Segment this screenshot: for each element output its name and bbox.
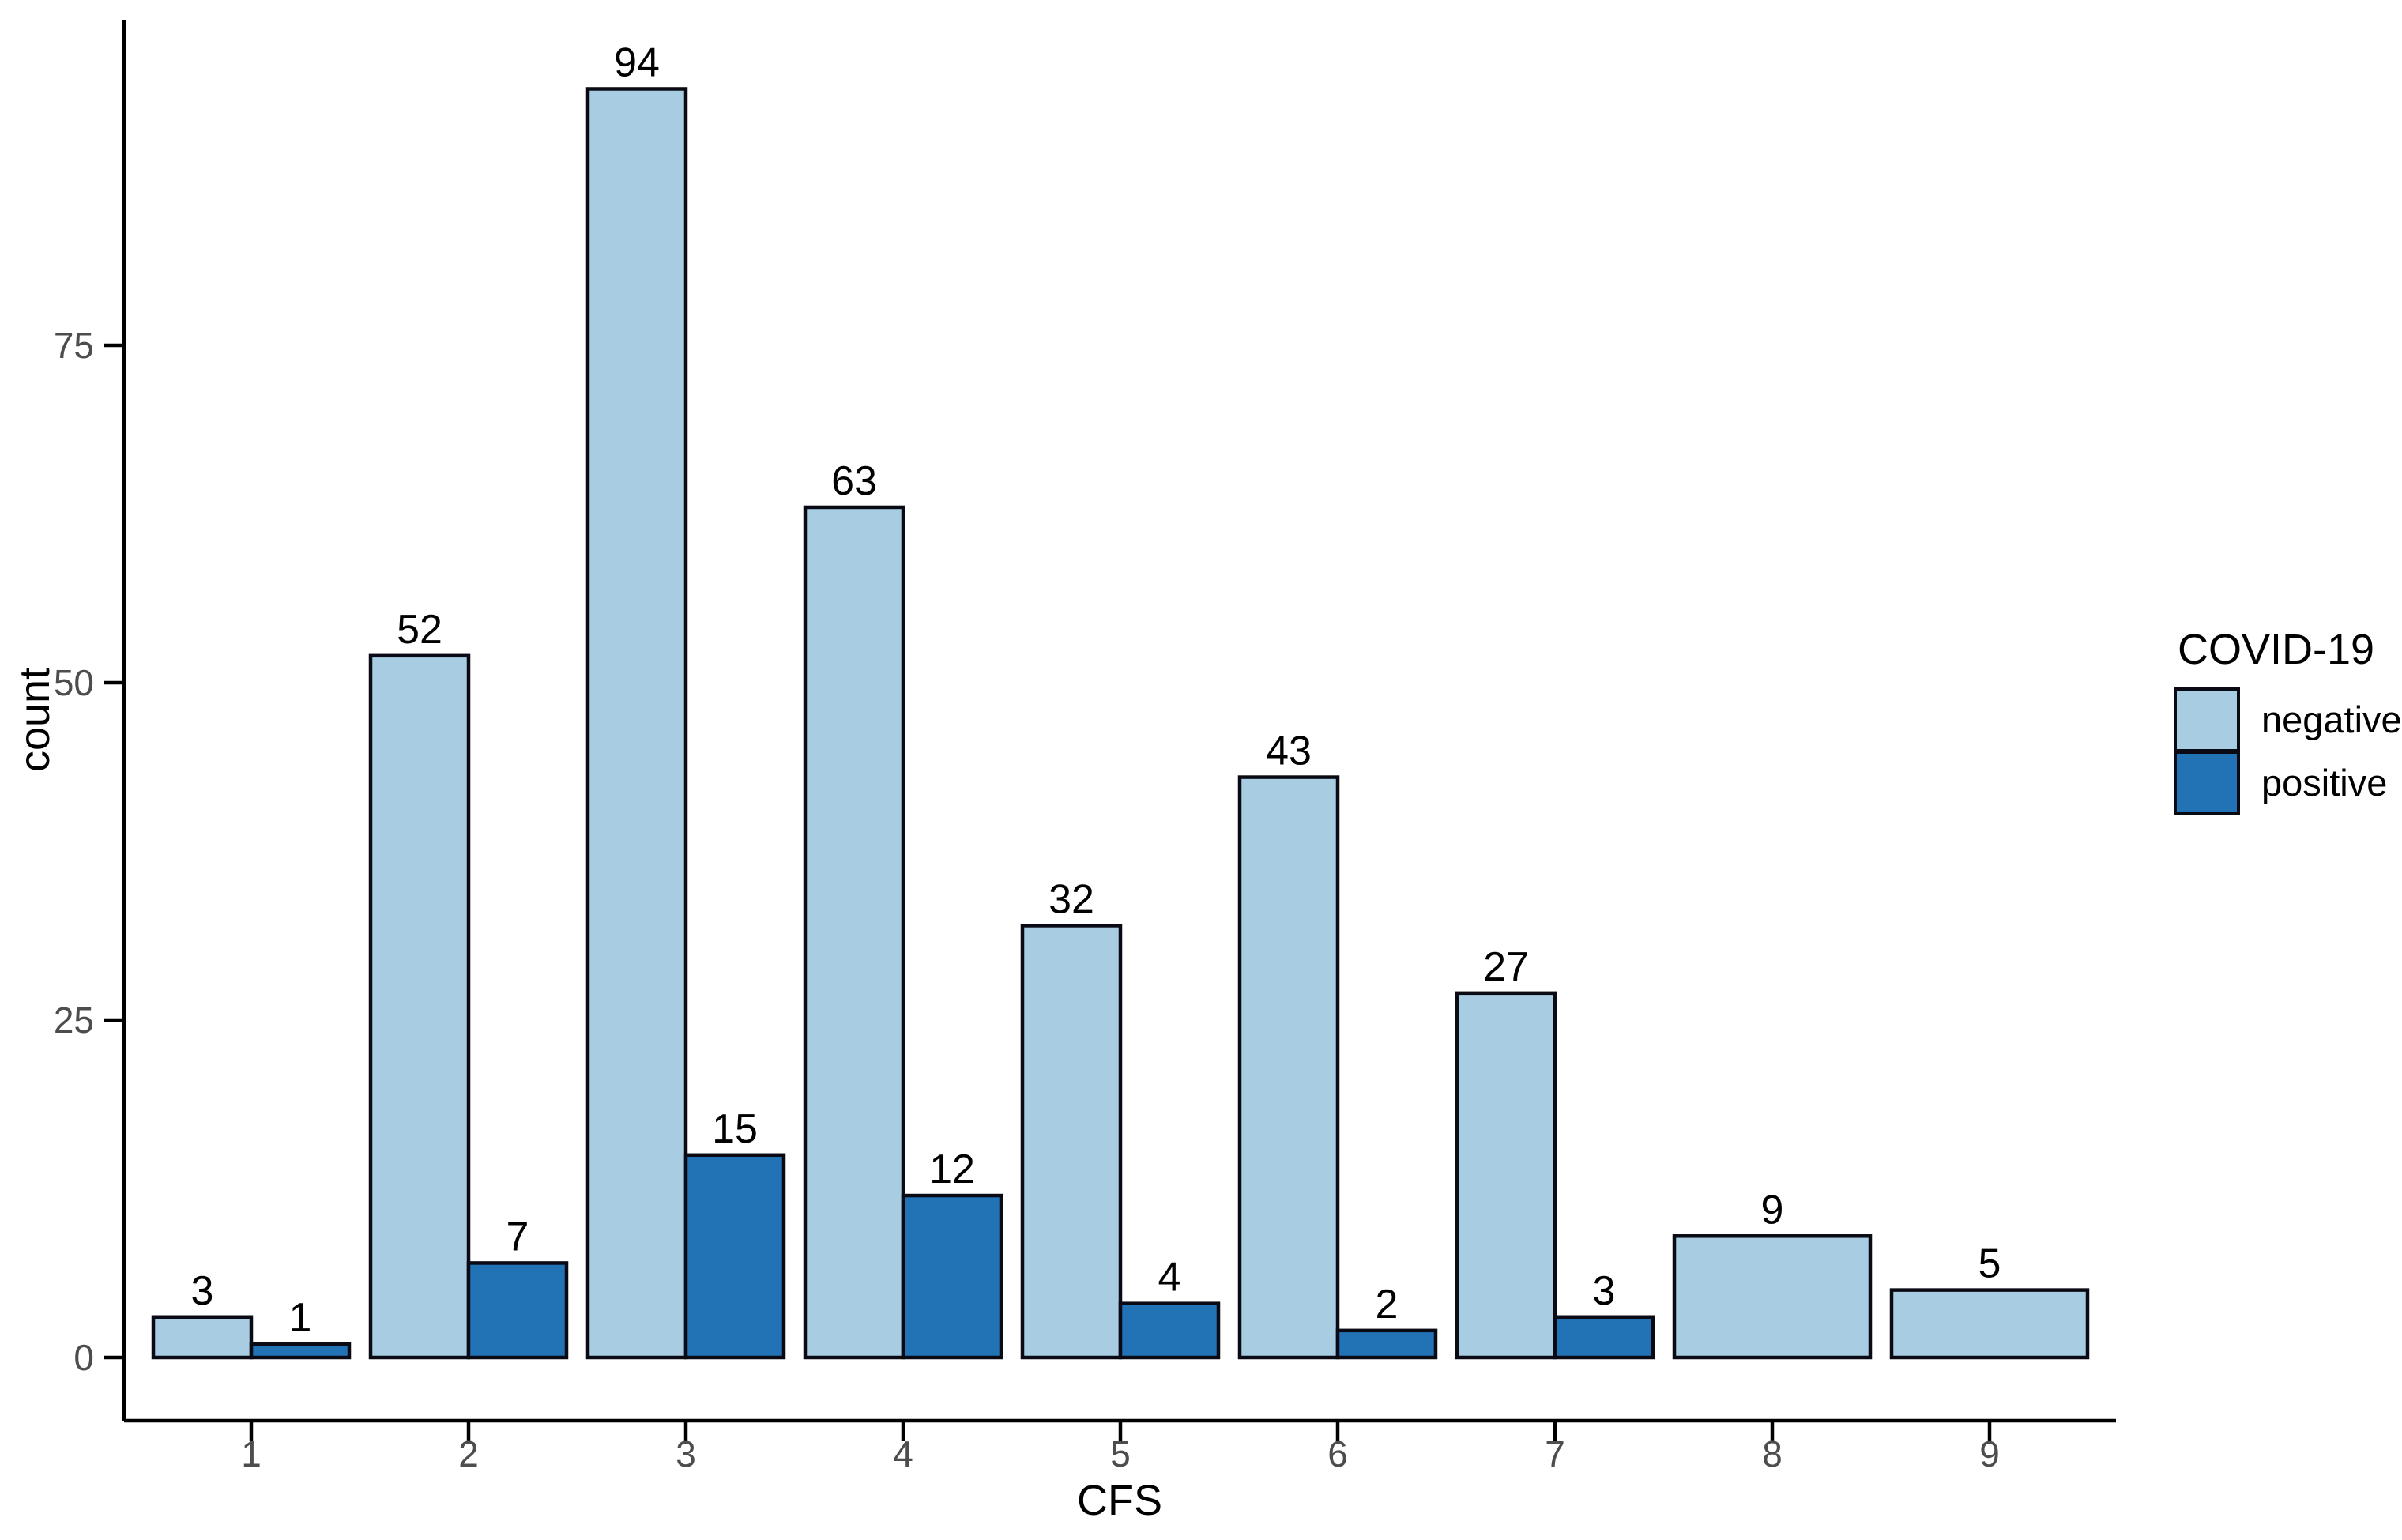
bar-negative-cfs-6 bbox=[1237, 775, 1340, 1360]
y-tick-label: 0 bbox=[73, 1337, 94, 1378]
bar-value-label-negative-cfs-4: 63 bbox=[831, 458, 877, 504]
y-tick-label: 25 bbox=[54, 1000, 94, 1041]
x-tick-label: 5 bbox=[1110, 1433, 1131, 1474]
legend-title: COVID-19 bbox=[2178, 626, 2374, 673]
y-tick-label: 50 bbox=[54, 662, 94, 703]
bar-value-label-positive-cfs-1: 1 bbox=[289, 1295, 312, 1341]
x-tick-label: 2 bbox=[458, 1433, 479, 1474]
bar-value-label-negative-cfs-3: 94 bbox=[614, 40, 660, 85]
bar-value-label-negative-cfs-1: 3 bbox=[191, 1268, 214, 1314]
bar-positive-cfs-1 bbox=[249, 1342, 352, 1360]
bar-positive-cfs-6 bbox=[1335, 1328, 1438, 1360]
legend-label-negative: negative bbox=[2261, 698, 2402, 740]
bar-value-label-positive-cfs-7: 3 bbox=[1593, 1268, 1616, 1314]
bar-negative-cfs-5 bbox=[1020, 924, 1123, 1360]
bar-value-label-negative-cfs-7: 27 bbox=[1483, 944, 1529, 990]
bar-positive-cfs-7 bbox=[1553, 1315, 1655, 1360]
x-tick-label: 4 bbox=[893, 1433, 913, 1474]
legend-label-positive: positive bbox=[2261, 762, 2387, 804]
x-tick-label: 8 bbox=[1762, 1433, 1783, 1474]
legend-key-positive bbox=[2174, 751, 2240, 815]
bar-value-label-negative-cfs-9: 5 bbox=[1978, 1241, 2001, 1287]
bar-negative-cfs-2 bbox=[368, 653, 471, 1360]
bar-value-label-positive-cfs-3: 15 bbox=[712, 1106, 758, 1152]
bar-value-label-positive-cfs-2: 7 bbox=[506, 1214, 529, 1259]
bar-value-label-negative-cfs-6: 43 bbox=[1266, 729, 1312, 774]
bar-negative-cfs-1 bbox=[151, 1315, 254, 1360]
bar-positive-cfs-3 bbox=[683, 1153, 786, 1360]
bar-value-label-positive-cfs-5: 4 bbox=[1158, 1255, 1181, 1301]
bar-value-label-positive-cfs-6: 2 bbox=[1376, 1282, 1399, 1327]
bar-value-label-negative-cfs-2: 52 bbox=[397, 607, 442, 653]
bar-value-label-positive-cfs-4: 12 bbox=[929, 1147, 975, 1192]
x-tick-label: 7 bbox=[1545, 1433, 1565, 1474]
bars-layer: 3 1 52 7 94 15 63 12 32 4 43 2 27 3 9 5 bbox=[151, 40, 2090, 1360]
legend: COVID-19 negative positive bbox=[2174, 626, 2402, 815]
bar-positive-cfs-5 bbox=[1118, 1301, 1221, 1360]
x-axis-title: CFS bbox=[1077, 1477, 1162, 1524]
legend-key-negative bbox=[2174, 687, 2240, 752]
x-tick-label: 3 bbox=[676, 1433, 696, 1474]
bar-value-label-negative-cfs-8: 9 bbox=[1761, 1187, 1784, 1233]
bar-negative-cfs-8 bbox=[1672, 1234, 1873, 1360]
x-tick-label: 9 bbox=[1979, 1433, 2000, 1474]
x-tick-label: 6 bbox=[1327, 1433, 1348, 1474]
bar-value-label-negative-cfs-5: 32 bbox=[1049, 876, 1094, 922]
bar-negative-cfs-4 bbox=[803, 505, 905, 1360]
y-tick-label: 75 bbox=[54, 325, 94, 366]
bar-positive-cfs-4 bbox=[901, 1193, 1003, 1360]
y-axis-title: count bbox=[11, 668, 58, 772]
bar-negative-cfs-9 bbox=[1889, 1288, 2090, 1360]
bar-negative-cfs-7 bbox=[1455, 991, 1557, 1360]
bar-positive-cfs-2 bbox=[466, 1261, 569, 1360]
bar-negative-cfs-3 bbox=[585, 87, 688, 1360]
x-tick-label: 1 bbox=[241, 1433, 262, 1474]
